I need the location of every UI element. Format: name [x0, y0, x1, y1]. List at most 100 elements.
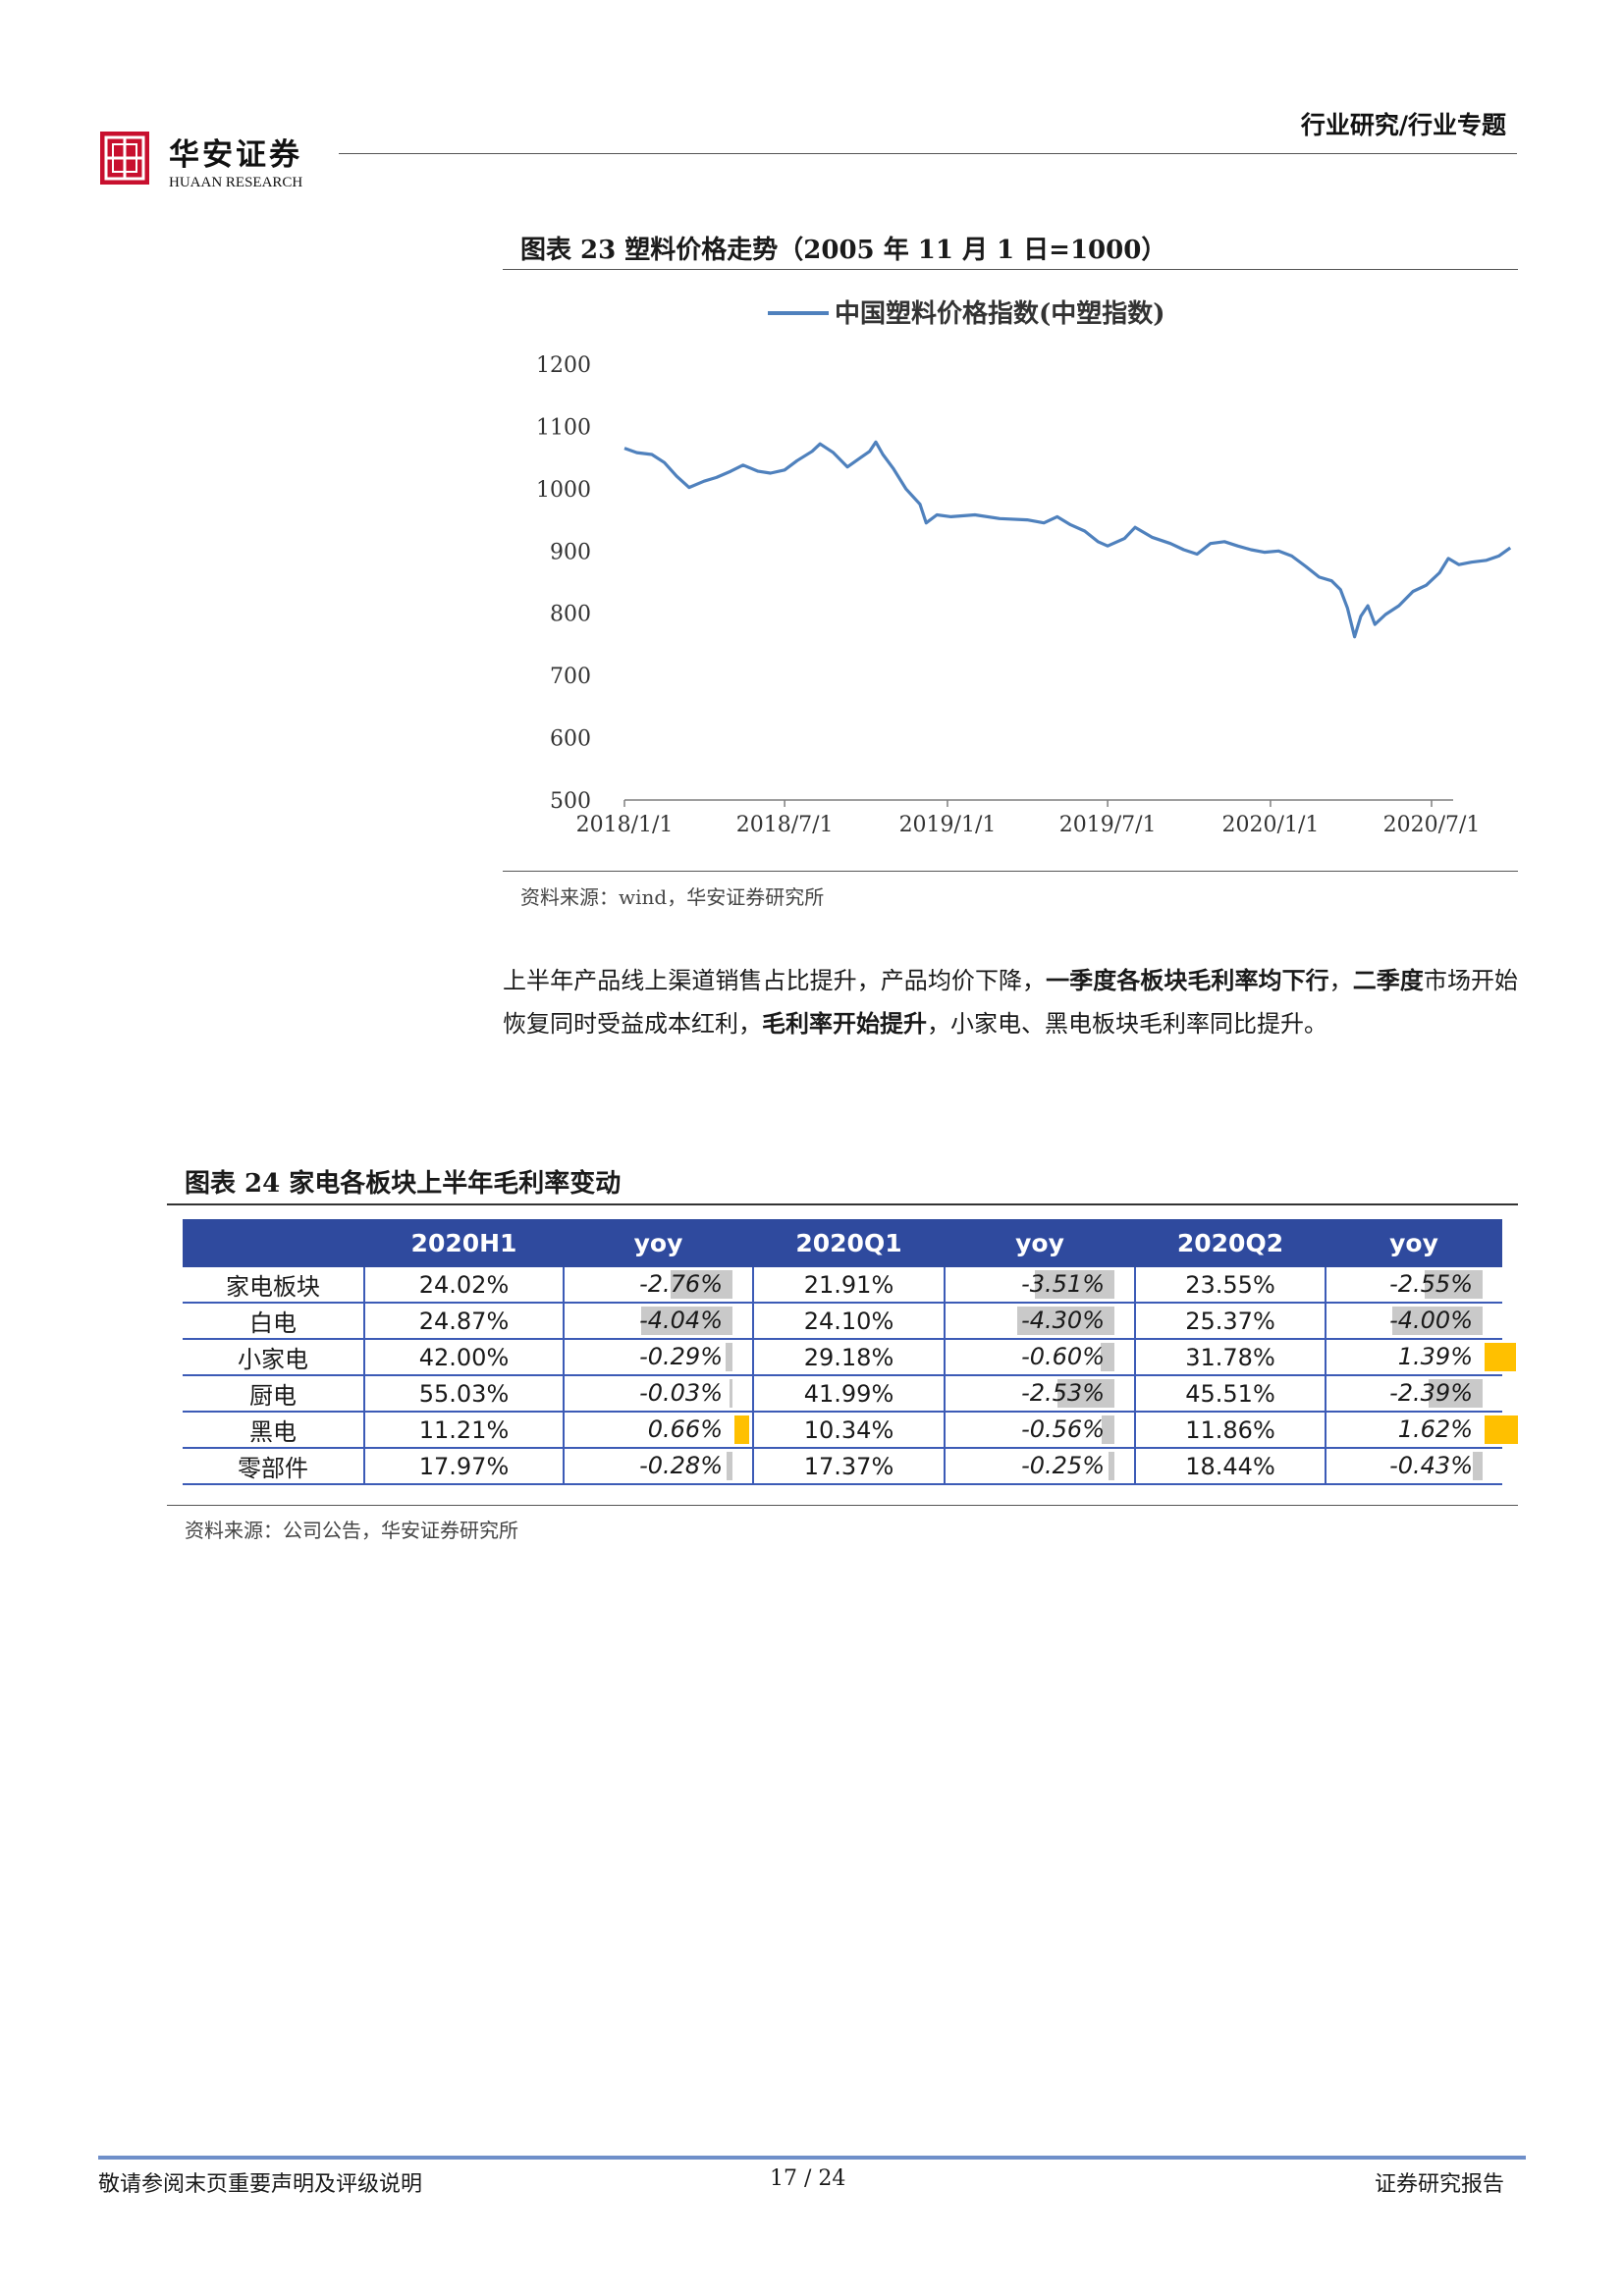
yoy-cell: -4.00%	[1326, 1303, 1502, 1340]
yoy-data-bar	[1109, 1452, 1114, 1480]
yoy-cell: 1.62%	[1326, 1412, 1518, 1449]
yoy-data-bar	[1101, 1343, 1114, 1371]
yoy-cell: -0.56%	[945, 1412, 1136, 1449]
yoy-value: -0.29%	[639, 1343, 723, 1370]
table-header-cell	[183, 1219, 364, 1267]
row-label: 黑电	[183, 1412, 365, 1449]
yoy-value: -2.55%	[1389, 1270, 1473, 1298]
yoy-cell: -4.30%	[945, 1303, 1136, 1340]
legend-label: 中国塑料价格指数(中塑指数)	[835, 298, 1165, 329]
yoy-value: -4.04%	[639, 1307, 723, 1334]
margin-value: 24.02%	[364, 1267, 565, 1304]
footer-divider	[98, 2156, 1526, 2160]
yoy-cell: -0.28%	[564, 1448, 754, 1485]
yoy-value: -0.43%	[1389, 1452, 1473, 1479]
yoy-value: -0.25%	[1021, 1452, 1105, 1479]
huaan-seal-logo-icon	[100, 132, 149, 185]
yoy-cell: -0.60%	[945, 1339, 1136, 1376]
margin-value: 23.55%	[1135, 1267, 1326, 1304]
para-bold-3: 毛利率开始提升	[762, 1009, 927, 1038]
yoy-value: -0.03%	[639, 1379, 723, 1407]
y-tick-label: 800	[550, 603, 591, 627]
x-tick-label: 2019/7/1	[1059, 813, 1157, 837]
yoy-cell: -0.29%	[564, 1339, 754, 1376]
margin-value: 24.87%	[364, 1303, 565, 1340]
yoy-data-bar	[1102, 1415, 1114, 1444]
para-text-2: ，	[1328, 967, 1353, 994]
yoy-data-bar	[726, 1452, 732, 1480]
table-header-cell: yoy	[564, 1219, 753, 1267]
footer-disclaimer-note: 敬请参阅末页重要声明及评级说明	[98, 2172, 423, 2197]
yoy-data-bar	[1035, 1270, 1114, 1299]
yoy-value: 1.62%	[1397, 1415, 1473, 1443]
table-row: 小家电 42.00% -0.29% 29.18% -0.60% 31.78% 1.39%	[183, 1339, 1516, 1376]
x-tick-label: 2019/1/1	[899, 813, 997, 837]
x-tick-label: 2020/1/1	[1222, 813, 1320, 837]
yoy-cell: -2.39%	[1326, 1375, 1502, 1413]
table-row: 白电 24.87% -4.04% 24.10% -4.30% 25.37% -4.00%	[183, 1303, 1502, 1340]
margin-value: 29.18%	[753, 1339, 946, 1376]
figure-24-source: 资料来源：公司公告，华安证券研究所	[185, 1519, 518, 1542]
y-tick-label: 700	[550, 665, 591, 689]
yoy-cell: -2.55%	[1326, 1267, 1502, 1304]
row-label: 厨电	[183, 1375, 365, 1413]
brand-name-english: HUAAN RESEARCH	[169, 175, 303, 190]
yoy-cell: -4.04%	[564, 1303, 754, 1340]
para-bold-2: 二季度	[1352, 966, 1424, 994]
margin-value: 11.86%	[1135, 1412, 1326, 1449]
yoy-cell: -3.51%	[945, 1267, 1136, 1304]
yoy-cell: 1.39%	[1326, 1339, 1516, 1376]
margin-value: 24.10%	[753, 1303, 946, 1340]
yoy-value: 1.39%	[1397, 1343, 1473, 1370]
margin-value: 41.99%	[753, 1375, 946, 1413]
x-tick-label: 2018/1/1	[576, 813, 674, 837]
yoy-data-bar	[1425, 1270, 1483, 1299]
x-tick-label: 2020/7/1	[1383, 813, 1481, 837]
row-label: 零部件	[183, 1448, 365, 1485]
margin-value: 10.34%	[753, 1412, 946, 1449]
y-tick-label: 1000	[536, 478, 591, 503]
y-tick-label: 600	[550, 727, 591, 752]
body-paragraph: 上半年产品线上渠道销售占比提升，产品均价下降，一季度各板块毛利率均下行，二季度市…	[503, 959, 1518, 1045]
figure-23-title: 图表 23 塑料价格走势（2005 年 11 月 1 日=1000）	[520, 236, 1167, 265]
yoy-data-bar	[641, 1307, 732, 1335]
yoy-data-bar	[734, 1415, 750, 1444]
table-header-row: 2020H1 yoy 2020Q1 yoy 2020Q2 yoy	[183, 1219, 1502, 1267]
figure-23-source: 资料来源：wind，华安证券研究所	[520, 885, 825, 909]
y-tick-label: 500	[550, 789, 591, 814]
yoy-data-bar	[1485, 1343, 1516, 1371]
margin-value: 11.21%	[364, 1412, 565, 1449]
yoy-data-bar	[1017, 1307, 1114, 1335]
para-bold-1: 一季度各板块毛利率均下行	[1046, 966, 1329, 994]
report-category: 行业研究/行业专题	[1300, 111, 1506, 139]
yoy-data-bar	[726, 1343, 732, 1371]
margin-value: 17.97%	[364, 1448, 565, 1485]
margin-value: 17.37%	[753, 1448, 946, 1485]
yoy-data-bar	[1473, 1452, 1483, 1480]
y-tick-label: 1200	[536, 353, 591, 378]
margin-value: 55.03%	[364, 1375, 565, 1413]
yoy-data-bar	[730, 1379, 732, 1408]
yoy-value: -4.30%	[1021, 1307, 1105, 1334]
gross-margin-table: 2020H1 yoy 2020Q1 yoy 2020Q2 yoy 家电板块 24.…	[183, 1219, 1518, 1485]
yoy-value: -2.39%	[1389, 1379, 1473, 1407]
figure-24-title: 图表 24 家电各板块上半年毛利率变动	[185, 1169, 622, 1199]
brand-name: 华安证券	[169, 137, 302, 173]
table-row: 黑电 11.21% 0.66% 10.34% -0.56% 11.86% 1.62%	[183, 1412, 1518, 1449]
para-text-1: 上半年产品线上渠道销售占比提升，产品均价下降，	[503, 967, 1047, 994]
table-header-cell: 2020Q2	[1135, 1219, 1326, 1267]
figure-24-bottom-rule	[167, 1505, 1518, 1506]
yoy-data-bar	[1056, 1379, 1114, 1408]
table-row: 厨电 55.03% -0.03% 41.99% -2.53% 45.51% -2.39%	[183, 1375, 1502, 1413]
yoy-cell: -0.43%	[1326, 1448, 1502, 1485]
para-text-4: ，小家电、黑电板块毛利率同比提升。	[927, 1010, 1327, 1038]
yoy-value: -2.53%	[1021, 1379, 1105, 1407]
margin-value: 45.51%	[1135, 1375, 1326, 1413]
yoy-value: -3.51%	[1021, 1270, 1105, 1298]
yoy-data-bar	[1429, 1379, 1483, 1408]
yoy-cell: -0.25%	[945, 1448, 1136, 1485]
y-tick-label: 1100	[536, 415, 591, 440]
yoy-data-bar	[1485, 1415, 1518, 1444]
table-header-cell: yoy	[1326, 1219, 1502, 1267]
yoy-value: -0.28%	[639, 1452, 723, 1479]
